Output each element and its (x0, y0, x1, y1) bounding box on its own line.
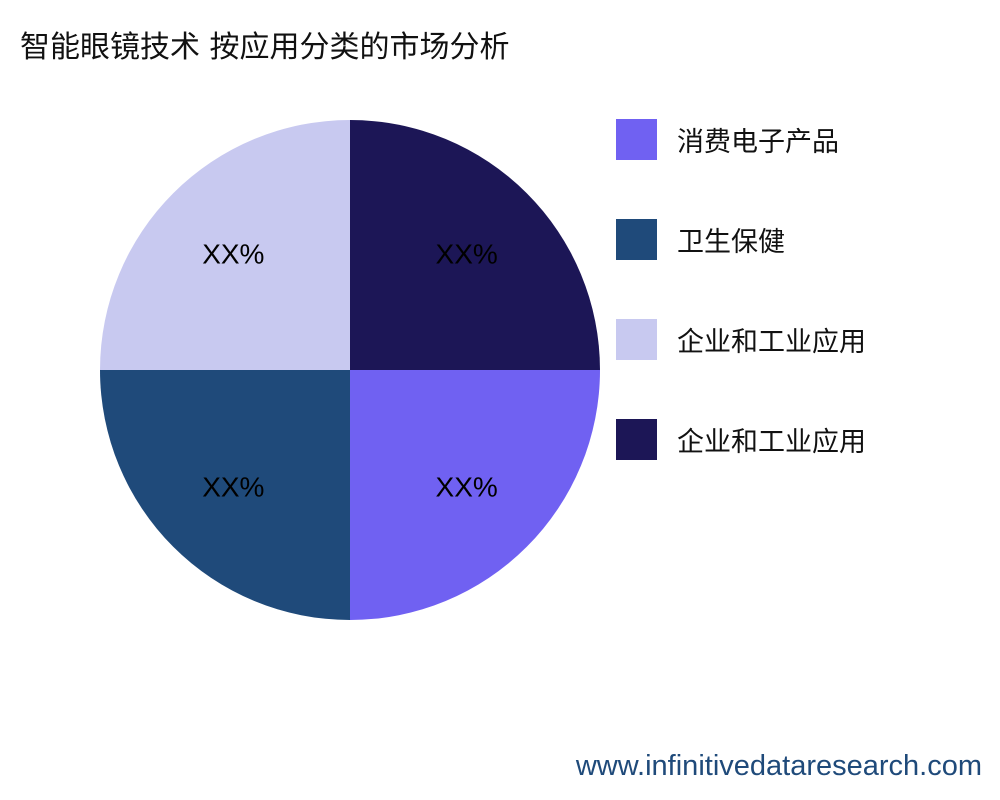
legend-item: 企业和工业应用 (616, 419, 866, 460)
slice-data-label: XX% (436, 472, 498, 503)
legend-swatch (616, 119, 657, 160)
legend-label: 卫生保健 (677, 227, 785, 258)
slice-data-label: XX% (436, 238, 498, 269)
pie-slice (100, 370, 350, 620)
legend-swatch (616, 319, 657, 360)
legend-item: 卫生保健 (616, 219, 785, 260)
slice-data-label: XX% (202, 238, 264, 269)
slice-data-label: XX% (202, 472, 264, 503)
legend-label: 消费电子产品 (677, 127, 839, 158)
footer-url: www.infinitivedataresearch.com (575, 750, 982, 782)
legend-swatch (616, 219, 657, 260)
pie-slice (100, 120, 350, 370)
legend-item: 企业和工业应用 (616, 319, 866, 360)
chart-title: 智能眼镜技术 按应用分类的市场分析 (20, 30, 510, 65)
legend-swatch (616, 419, 657, 460)
legend-item: 消费电子产品 (616, 119, 839, 160)
legend-label: 企业和工业应用 (677, 427, 866, 458)
pie-slice (350, 370, 600, 620)
legend-label: 企业和工业应用 (677, 327, 866, 358)
pie-slice (350, 120, 600, 370)
